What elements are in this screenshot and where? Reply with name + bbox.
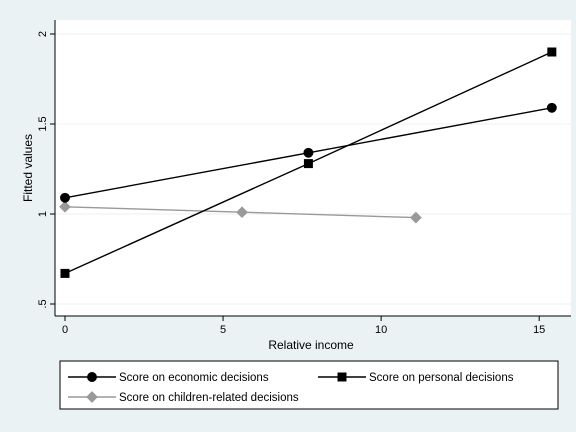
- y-tick-label: 1: [37, 211, 49, 217]
- x-tick-label: 5: [220, 324, 226, 336]
- x-axis-label: Relative income: [268, 338, 354, 352]
- legend-marker: [87, 372, 97, 382]
- y-tick-label: .5: [37, 299, 49, 308]
- data-point: [546, 102, 557, 113]
- data-point: [59, 200, 71, 213]
- series-circle: [60, 102, 557, 203]
- series-diamond: [59, 200, 422, 224]
- data-point: [410, 211, 422, 224]
- series-group: [59, 47, 557, 278]
- axes-group: .5 1 1.5 2 0 5 10 15: [37, 20, 571, 336]
- data-point: [547, 47, 557, 57]
- legend: Score on economic decisions Score on pers…: [68, 372, 514, 404]
- legend-item: Score on children-related decisions: [68, 391, 299, 404]
- x-tick-label: 10: [375, 324, 387, 336]
- x-tick-label: 0: [62, 324, 68, 336]
- data-point: [303, 159, 313, 169]
- legend-label: Score on personal decisions: [369, 372, 514, 384]
- data-point: [60, 268, 70, 278]
- plot-area: [55, 20, 571, 316]
- data-point: [303, 147, 314, 158]
- data-point: [236, 206, 248, 219]
- series-square: [60, 47, 557, 278]
- y-tick-label: 2: [37, 31, 49, 37]
- legend-marker: [86, 391, 98, 403]
- y-axis-label: Fitted values: [21, 134, 35, 202]
- legend-marker: [337, 372, 347, 382]
- data-point: [60, 192, 70, 203]
- legend-item: Score on economic decisions: [68, 372, 269, 384]
- y-tick-label: 1.5: [37, 116, 49, 131]
- legend-box: [59, 360, 559, 410]
- grid-lines: [55, 33, 571, 305]
- legend-label: Score on children-related decisions: [119, 392, 299, 404]
- legend-item: Score on personal decisions: [318, 372, 514, 384]
- x-tick-label: 15: [533, 324, 545, 336]
- legend-label: Score on economic decisions: [119, 372, 269, 384]
